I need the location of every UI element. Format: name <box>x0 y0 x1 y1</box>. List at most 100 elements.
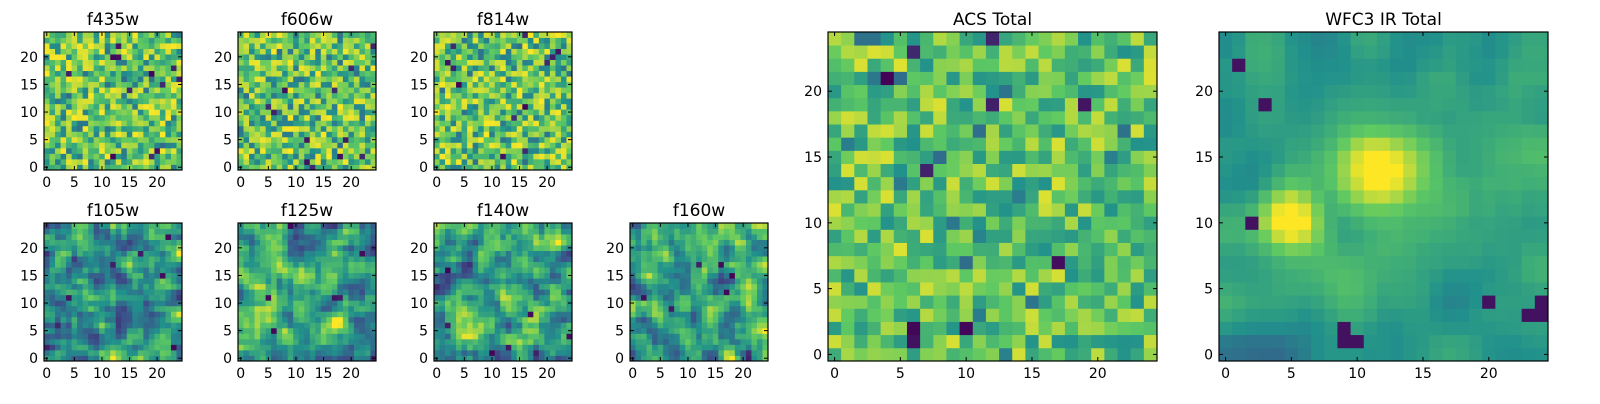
heatmap-cell <box>1131 229 1145 243</box>
heatmap-cell <box>249 82 255 88</box>
heatmap-cell <box>511 109 517 115</box>
heatmap-cell <box>751 333 757 339</box>
heatmap-cell <box>88 115 94 121</box>
heatmap-cell <box>881 216 895 230</box>
heatmap-cell <box>94 333 100 339</box>
heatmap-cell <box>44 262 50 268</box>
heatmap-cell <box>707 339 713 345</box>
heatmap-cell <box>266 76 272 82</box>
heatmap-cell <box>561 234 567 240</box>
heatmap-cell <box>260 240 266 246</box>
heatmap-cell <box>359 60 365 66</box>
heatmap-cell <box>544 38 550 44</box>
heatmap-cell <box>165 350 171 356</box>
heatmap-cell <box>299 142 305 148</box>
heatmap-cell <box>299 333 305 339</box>
heatmap-cell <box>72 93 78 99</box>
heatmap-cell <box>528 317 534 323</box>
heatmap-f140w <box>434 223 572 361</box>
heatmap-cell <box>354 120 360 126</box>
heatmap-cell <box>77 229 83 235</box>
heatmap-cell <box>332 76 338 82</box>
heatmap-cell <box>143 82 149 88</box>
heatmap-cell <box>544 148 550 154</box>
heatmap-cell <box>451 54 457 60</box>
heatmap-cell <box>445 256 451 262</box>
heatmap-cell <box>359 71 365 77</box>
heatmap-cell <box>511 256 517 262</box>
heatmap-cell <box>528 153 534 159</box>
heatmap-cell <box>746 284 752 290</box>
heatmap-cell <box>299 54 305 60</box>
heatmap-cell <box>735 262 741 268</box>
heatmap-cell <box>288 142 294 148</box>
heatmap-cell <box>841 269 855 283</box>
heatmap-cell <box>561 223 567 229</box>
heatmap-cell <box>462 159 468 165</box>
heatmap-cell <box>277 317 283 323</box>
heatmap-cell <box>266 344 272 350</box>
heatmap-cell <box>1118 229 1132 243</box>
heatmap-cell <box>249 289 255 295</box>
heatmap-cell <box>321 245 327 251</box>
heatmap-cell <box>171 245 177 251</box>
heatmap-cell <box>77 49 83 55</box>
heatmap-cell <box>456 54 462 60</box>
heatmap-cell <box>517 328 523 334</box>
heatmap-cell <box>561 284 567 290</box>
heatmap-cell <box>94 120 100 126</box>
heatmap-cell <box>61 245 67 251</box>
heatmap-cell <box>88 344 94 350</box>
heatmap-cell <box>66 76 72 82</box>
heatmap-cell <box>260 256 266 262</box>
heatmap-cell <box>50 98 56 104</box>
heatmap-cell <box>310 159 316 165</box>
heatmap-cell <box>484 311 490 317</box>
heatmap-cell <box>277 350 283 356</box>
heatmap-cell <box>484 256 490 262</box>
heatmap-cell <box>310 43 316 49</box>
heatmap-cell <box>277 104 283 110</box>
heatmap-cell <box>828 177 842 191</box>
heatmap-cell <box>293 251 299 257</box>
heatmap-cell <box>293 317 299 323</box>
heatmap-cell <box>506 267 512 273</box>
heatmap-cell <box>66 311 72 317</box>
heatmap-cell <box>143 317 149 323</box>
heatmap-cell <box>506 38 512 44</box>
heatmap-cell <box>544 284 550 290</box>
heatmap-cell <box>484 142 490 148</box>
heatmap-cell <box>343 93 349 99</box>
heatmap-cell <box>841 308 855 322</box>
heatmap-cell <box>544 76 550 82</box>
heatmap-cell <box>94 137 100 143</box>
heatmap-cell <box>138 350 144 356</box>
heatmap-cell <box>165 278 171 284</box>
heatmap-cell <box>105 82 111 88</box>
heatmap-cell <box>110 137 116 143</box>
heatmap-cell <box>718 311 724 317</box>
heatmap-cell <box>445 49 451 55</box>
heatmap-cell <box>165 223 171 229</box>
heatmap-cell <box>489 262 495 268</box>
heatmap-cell <box>473 49 479 55</box>
heatmap-cell <box>506 87 512 93</box>
heatmap-cell <box>751 273 757 279</box>
heatmap-cell <box>685 311 691 317</box>
heatmap-cell <box>55 131 61 137</box>
heatmap-cell <box>165 295 171 301</box>
heatmap-cell <box>511 240 517 246</box>
heatmap-cell <box>44 65 50 71</box>
heatmap-cell <box>332 98 338 104</box>
heatmap-cell <box>434 120 440 126</box>
heatmap-cell <box>445 273 451 279</box>
heatmap-cell <box>495 317 501 323</box>
heatmap-cell <box>255 278 261 284</box>
heatmap-cell <box>751 240 757 246</box>
heatmap-cell <box>440 339 446 345</box>
heatmap-cell <box>517 267 523 273</box>
heatmap-cell <box>647 311 653 317</box>
heatmap-cell <box>77 350 83 356</box>
heatmap-cell <box>77 344 83 350</box>
heatmap-cell <box>72 245 78 251</box>
